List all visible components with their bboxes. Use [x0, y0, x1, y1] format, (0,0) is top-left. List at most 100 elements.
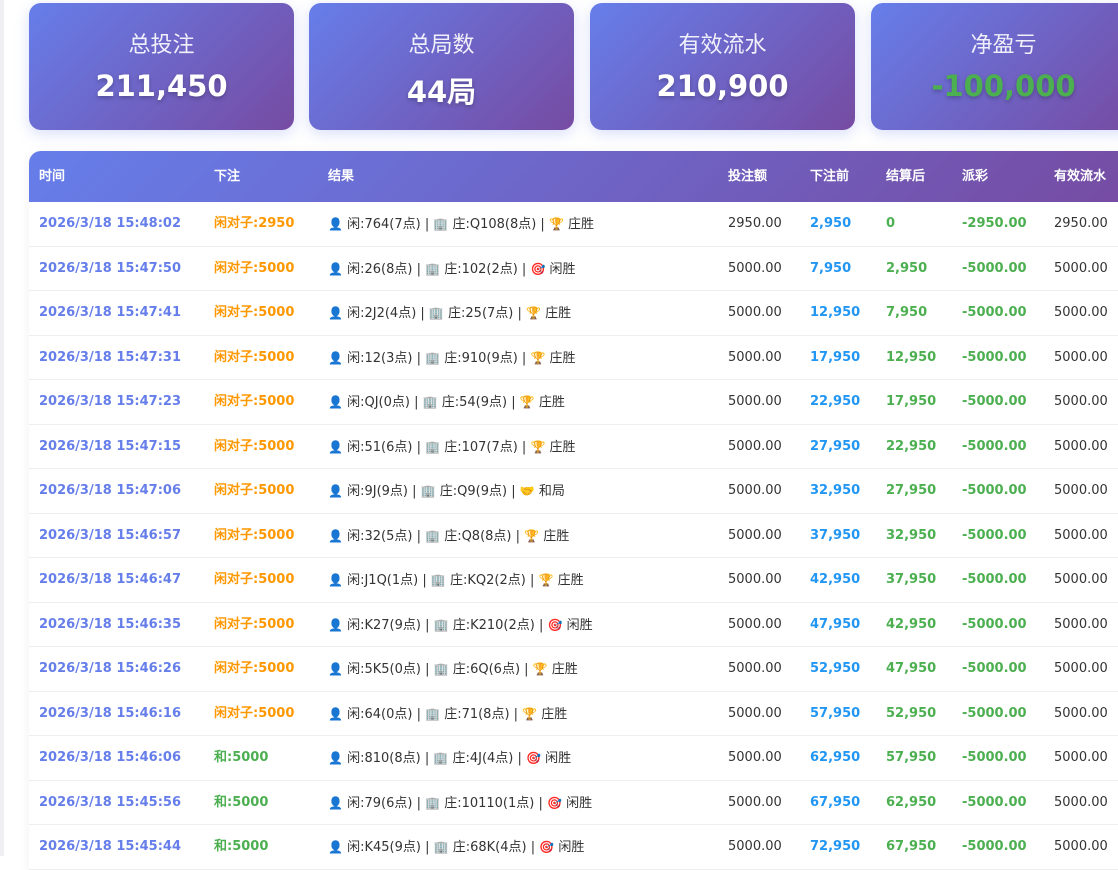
player-hand: 闲:51(6点) [347, 439, 413, 455]
cell-result: 👤 闲:26(8点) | 🏢 庄:102(2点) | 🎯 闲胜 [328, 261, 576, 277]
cell-effective: 5000.00 [1054, 394, 1108, 409]
header-payout[interactable]: 派彩 [962, 169, 989, 184]
player-hand: 闲:K45(9点) [347, 840, 421, 855]
outcome: 庄胜 [568, 217, 595, 232]
cell-result: 👤 闲:QJ(0点) | 🏢 庄:54(9点) | 🏆 庄胜 [328, 395, 565, 410]
cell-bet: 闲对子:5000 [214, 661, 295, 676]
outcome: 庄胜 [541, 706, 568, 722]
header-amount[interactable]: 投注额 [728, 169, 768, 184]
banker-hand: 庄:54(9点) [441, 395, 508, 410]
cell-before: 27,950 [810, 438, 861, 454]
cell-amount: 5000.00 [728, 750, 782, 765]
bust-silhouette-icon: 👤 [328, 261, 343, 276]
cell-after: 62,950 [886, 794, 937, 810]
header-time[interactable]: 时间 [39, 169, 66, 184]
table-row: 2026/3/18 15:46:35 闲对子:5000 👤 闲:K27(9点) | … [29, 603, 1118, 647]
table-row: 2026/3/18 15:47:50 闲对子:5000 👤 闲:26(8点) | 🏢… [29, 247, 1118, 291]
cell-time: 2026/3/18 15:45:44 [39, 839, 182, 854]
cell-time: 2026/3/18 15:48:02 [39, 216, 182, 231]
office-building-icon: 🏢 [425, 261, 441, 276]
banker-hand: 庄:KQ2(2点) [449, 573, 526, 588]
banker-hand: 庄:10110(1点) [444, 795, 535, 811]
cell-amount: 2950.00 [728, 216, 782, 231]
cell-result: 👤 闲:5K5(0点) | 🏢 庄:6Q(6点) | 🏆 庄胜 [328, 662, 578, 677]
table-row: 2026/3/18 15:47:31 闲对子:5000 👤 闲:12(3点) | 🏢… [29, 336, 1118, 380]
header-effective[interactable]: 有效流水 [1054, 169, 1107, 184]
cell-effective: 5000.00 [1054, 572, 1108, 587]
stat-value: 211,450 [95, 69, 228, 103]
cell-time: 2026/3/18 15:47:41 [39, 305, 182, 320]
stat-label: 总投注 [128, 33, 195, 58]
cell-after: 7,950 [886, 305, 928, 320]
player-hand: 闲:K27(9点) [347, 617, 421, 633]
table-row: 2026/3/18 15:47:06 闲对子:5000 👤 闲:9J(9点) | 🏢… [29, 469, 1118, 514]
table-row: 2026/3/18 15:46:16 闲对子:5000 👤 闲:64(0点) | 🏢… [29, 692, 1118, 736]
stat-card-total-bet: 总投注 211,450 [29, 3, 294, 130]
office-building-icon: 🏢 [428, 306, 444, 320]
office-building-icon: 🏢 [425, 706, 441, 721]
cell-amount: 5000.00 [728, 260, 782, 276]
stat-card-total-rounds: 总局数 44局 [309, 3, 574, 130]
cell-after: 47,950 [886, 661, 937, 676]
cell-effective: 5000.00 [1054, 438, 1108, 454]
cell-result: 👤 闲:9J(9点) | 🏢 庄:Q9(9点) | 🤝 和局 [328, 484, 565, 499]
cell-payout: -5000.00 [962, 305, 1027, 320]
table-row: 2026/3/18 15:47:41 闲对子:5000 👤 闲:2J2(4点) | … [29, 291, 1118, 336]
bust-silhouette-icon: 👤 [328, 840, 343, 854]
trophy-icon: 🏆 [530, 439, 546, 454]
cell-time: 2026/3/18 15:47:31 [39, 349, 182, 365]
cell-payout: -5000.00 [962, 794, 1027, 810]
cell-time: 2026/3/18 15:47:06 [39, 483, 182, 498]
cell-time: 2026/3/18 15:47:15 [39, 438, 182, 454]
cell-amount: 5000.00 [728, 616, 782, 632]
cell-bet: 和:5000 [214, 839, 269, 854]
outcome: 庄胜 [549, 439, 576, 455]
bust-silhouette-icon: 👤 [328, 751, 343, 765]
outcome: 庄胜 [549, 350, 576, 366]
cell-after: 27,950 [886, 483, 937, 498]
cell-result: 👤 闲:764(7点) | 🏢 庄:Q108(8点) | 🏆 庄胜 [328, 217, 595, 232]
cell-effective: 5000.00 [1054, 260, 1108, 276]
office-building-icon: 🏢 [433, 751, 449, 765]
outcome: 和局 [538, 484, 565, 499]
cell-effective: 5000.00 [1054, 305, 1108, 320]
cell-bet: 闲对子:5000 [214, 305, 295, 320]
bust-silhouette-icon: 👤 [328, 706, 343, 721]
banker-hand: 庄:Q108(8点) [452, 217, 537, 232]
outcome: 闲胜 [545, 751, 572, 766]
bust-silhouette-icon: 👤 [328, 350, 343, 365]
trophy-icon: 🏆 [548, 217, 564, 231]
cell-after: 52,950 [886, 705, 937, 721]
cell-payout: -5000.00 [962, 661, 1027, 676]
cell-time: 2026/3/18 15:46:57 [39, 527, 182, 543]
header-after[interactable]: 结算后 [886, 169, 926, 184]
cell-before: 7,950 [810, 260, 852, 276]
office-building-icon: 🏢 [425, 439, 441, 454]
banker-hand: 庄:Q9(9点) [439, 484, 508, 499]
trophy-icon: 🏆 [538, 573, 554, 587]
cell-bet: 闲对子:5000 [214, 572, 295, 587]
cell-before: 17,950 [810, 349, 861, 365]
cell-result: 👤 闲:32(5点) | 🏢 庄:Q8(8点) | 🏆 庄胜 [328, 528, 570, 544]
trophy-icon: 🏆 [532, 662, 548, 676]
cell-effective: 5000.00 [1054, 839, 1108, 854]
cell-payout: -5000.00 [962, 483, 1027, 498]
office-building-icon: 🏢 [420, 484, 436, 498]
cell-amount: 5000.00 [728, 394, 782, 409]
cell-time: 2026/3/18 15:46:35 [39, 616, 182, 632]
header-before[interactable]: 下注前 [810, 169, 850, 184]
bust-silhouette-icon: 👤 [328, 528, 343, 543]
cell-effective: 5000.00 [1054, 616, 1108, 632]
cell-before: 22,950 [810, 394, 861, 409]
cell-time: 2026/3/18 15:47:23 [39, 394, 182, 409]
header-result[interactable]: 结果 [328, 169, 355, 184]
banker-hand: 庄:107(7点) [444, 439, 518, 455]
header-bet[interactable]: 下注 [214, 169, 241, 184]
cell-result: 👤 闲:K45(9点) | 🏢 庄:68K(4点) | 🎯 闲胜 [328, 840, 585, 855]
outcome: 庄胜 [557, 573, 584, 588]
target-icon: 🎯 [526, 751, 541, 765]
outcome: 庄胜 [545, 306, 572, 321]
cell-result: 👤 闲:K27(9点) | 🏢 庄:K210(2点) | 🎯 闲胜 [328, 617, 593, 633]
cell-effective: 5000.00 [1054, 527, 1108, 543]
player-hand: 闲:9J(9点) [347, 484, 408, 499]
